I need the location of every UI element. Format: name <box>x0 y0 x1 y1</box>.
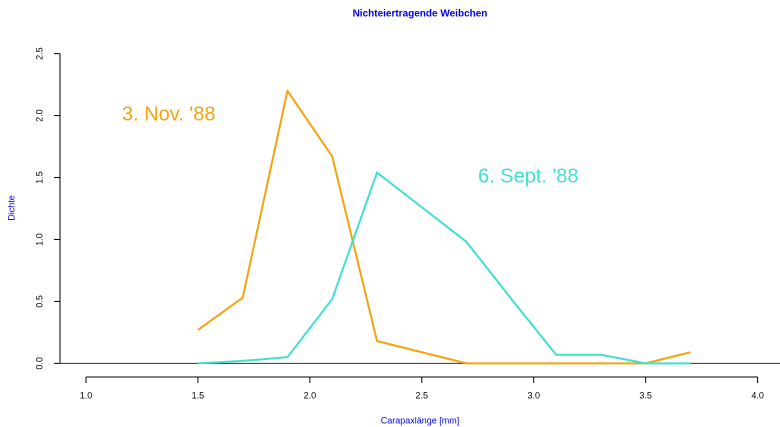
y-tick-label: 0.5 <box>34 295 44 308</box>
y-tick-label: 1.0 <box>34 233 44 246</box>
x-tick-label: 1.0 <box>80 390 93 400</box>
x-tick-label: 3.0 <box>527 390 540 400</box>
x-axis-label: Carapaxlänge [mm] <box>381 415 460 425</box>
y-tick-label: 2.0 <box>34 109 44 122</box>
x-tick-label: 4.0 <box>751 390 764 400</box>
y-tick-label: 1.5 <box>34 171 44 184</box>
series-line <box>197 89 691 365</box>
x-tick-label: 3.5 <box>639 390 652 400</box>
y-axis-label: Dichte <box>6 195 16 221</box>
x-tick-label: 1.5 <box>192 390 205 400</box>
series-line <box>197 171 691 365</box>
annotation: 3. Nov. '88 <box>122 103 216 125</box>
chart-title: Nichteiertragende Weibchen <box>353 9 488 20</box>
y-tick-label: 2.5 <box>34 47 44 60</box>
x-tick-label: 2.0 <box>304 390 317 400</box>
x-tick-label: 2.5 <box>416 390 429 400</box>
y-tick-label: 0.0 <box>34 357 44 370</box>
annotation: 6. Sept. '88 <box>478 165 579 187</box>
